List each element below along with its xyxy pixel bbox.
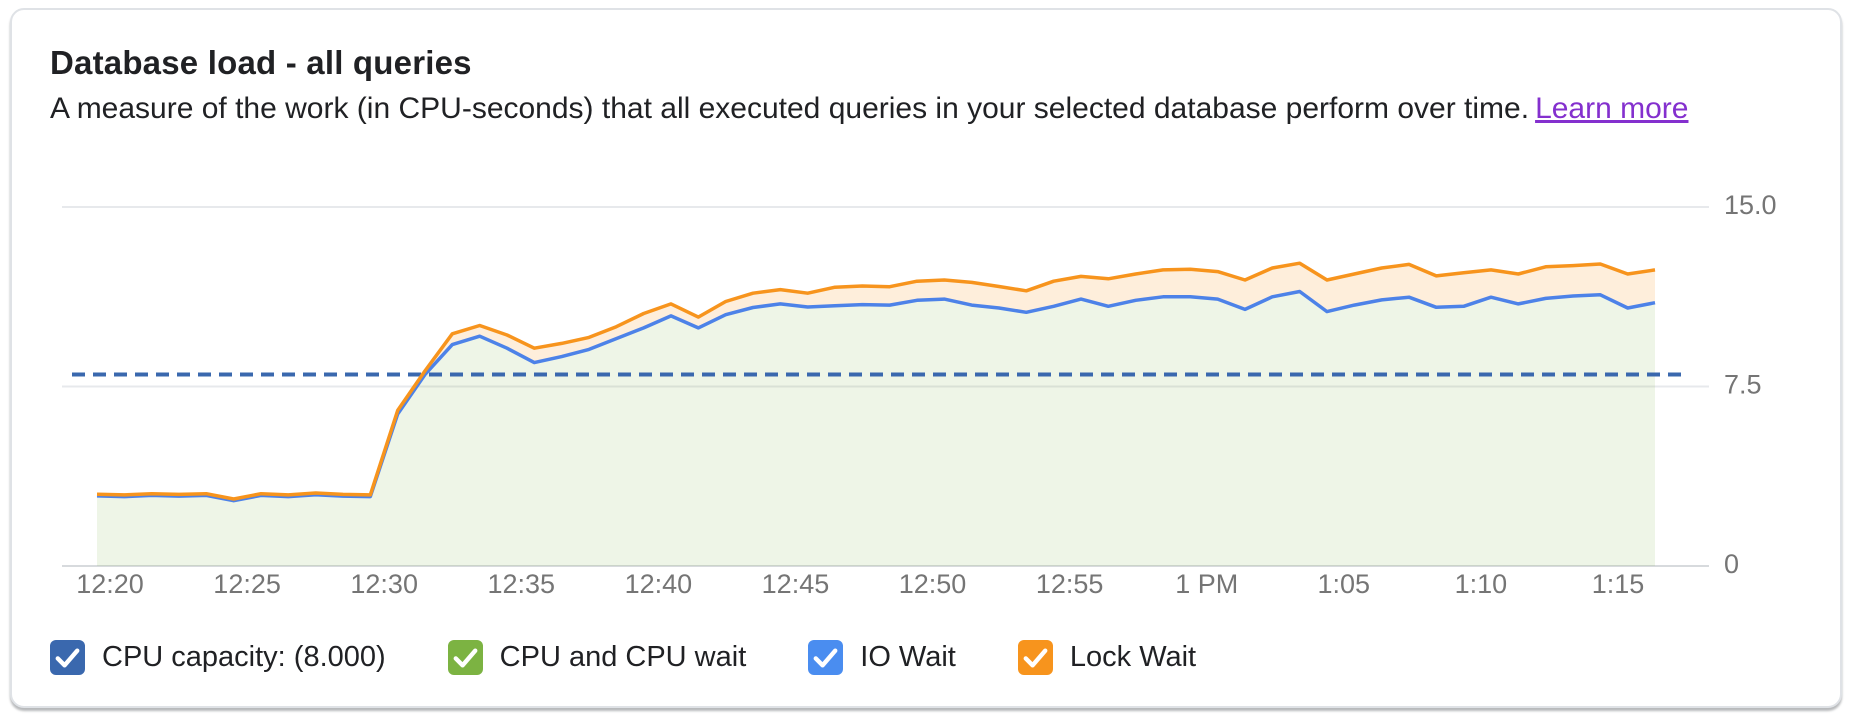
page-title: Database load - all queries [50, 44, 472, 81]
legend-item-cpu-and-cpu-wait[interactable]: CPU and CPU wait [447, 640, 747, 675]
cpu-capacity-checkbox[interactable] [50, 640, 85, 675]
legend: CPU capacity: (8.000) CPU and CPU wait IO … [50, 640, 1196, 675]
database-load-card: Database load - all queries A measure of… [10, 8, 1842, 708]
legend-item-cpu-capacity[interactable]: CPU capacity: (8.000) [50, 640, 386, 675]
x-tick-label: 1 PM [1175, 569, 1238, 599]
lock-wait-line [96, 261, 1656, 501]
x-tick-label: 1:15 [1592, 569, 1645, 599]
legend-item-io-wait[interactable]: IO Wait [808, 640, 956, 675]
card-subtitle: A measure of the work (in CPU-seconds) t… [50, 92, 1688, 126]
x-tick-label: 12:40 [625, 569, 693, 599]
x-tick-label: 12:20 [76, 569, 144, 599]
x-tick-label: 12:25 [213, 569, 281, 599]
checkmark-icon [1023, 648, 1048, 668]
y-tick-label: 0 [1724, 549, 1739, 579]
cpu-and-cpu-wait-checkbox[interactable] [447, 640, 483, 675]
x-tick-label: 1:05 [1318, 569, 1371, 599]
cpu-area-fill [97, 291, 1655, 566]
x-tick-label: 12:45 [762, 569, 830, 599]
y-tick-label: 15.0 [1724, 190, 1777, 220]
checkmark-icon [55, 648, 80, 668]
legend-label: Lock Wait [1069, 641, 1197, 673]
x-tick-label: 1:10 [1455, 569, 1508, 599]
lock-wait-fill [97, 263, 1655, 501]
x-tick-label: 12:55 [1036, 569, 1104, 599]
x-tick-label: 12:35 [487, 569, 555, 599]
checkmark-icon [453, 648, 478, 668]
learn-more-link[interactable]: Learn more [1535, 92, 1689, 125]
y-tick-label: 7.5 [1724, 370, 1762, 400]
chart-area[interactable]: 15.0 7.5 0 12:20 12:25 12:30 12:35 12:40 12:45 12… [12, 10, 1856, 720]
load-chart-svg: 15.0 7.5 0 12:20 12:25 12:30 12:35 12:40 12:45 12… [62, 190, 1777, 599]
legend-label: IO Wait [860, 641, 956, 673]
x-tick-label: 12:30 [350, 569, 418, 599]
lock-wait-checkbox[interactable] [1017, 640, 1053, 675]
x-tick-label: 12:50 [899, 569, 967, 599]
legend-label: CPU and CPU wait [499, 641, 747, 673]
checkmark-icon [813, 648, 838, 668]
legend-item-lock-wait[interactable]: Lock Wait [1017, 640, 1197, 675]
io-wait-checkbox[interactable] [808, 640, 844, 675]
subtitle-text: A measure of the work (in CPU-seconds) t… [50, 92, 1530, 125]
legend-label: CPU capacity: (8.000) [102, 641, 386, 673]
